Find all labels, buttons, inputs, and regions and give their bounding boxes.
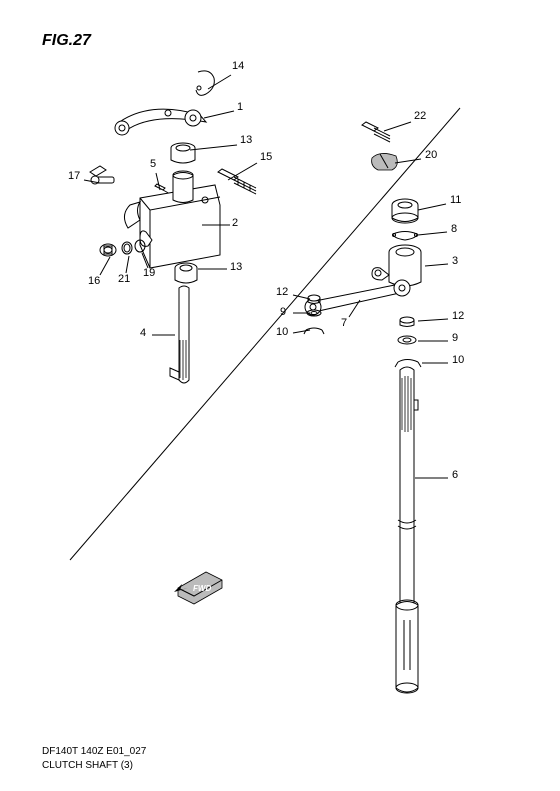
callout-15: 15 — [260, 151, 272, 163]
fwd-badge: FWD — [174, 572, 222, 604]
callout-10a: 10 — [276, 326, 288, 338]
callout-1: 1 — [237, 101, 243, 113]
callout-10b: 10 — [452, 354, 464, 366]
callout-19: 19 — [143, 267, 155, 279]
callout-12b: 12 — [452, 310, 464, 322]
part-8-snapring — [393, 232, 418, 241]
callout-9b: 9 — [452, 332, 458, 344]
part-15-bolt — [218, 169, 256, 194]
part-9-washer-right — [398, 336, 416, 344]
diagram-page: { "figure": { "title": "FIG.27", "title_… — [0, 0, 560, 791]
callout-17: 17 — [68, 170, 80, 182]
callout-7: 7 — [341, 317, 347, 329]
callout-12a: 12 — [276, 286, 288, 298]
callout-13b: 13 — [230, 261, 242, 273]
callout-2: 2 — [232, 217, 238, 229]
svg-text:FWD: FWD — [193, 584, 211, 593]
callout-4: 4 — [140, 327, 146, 339]
callout-9a: 9 — [280, 306, 286, 318]
part-7-link — [305, 280, 410, 315]
part-14-clip — [196, 71, 214, 95]
callout-21: 21 — [118, 273, 130, 285]
callout-3: 3 — [452, 255, 458, 267]
part-22-bolt — [362, 122, 390, 142]
callout-14: 14 — [232, 60, 244, 72]
part-6-shaft-lower — [396, 367, 418, 693]
callout-13a: 13 — [240, 134, 252, 146]
part-20-clamp — [372, 153, 398, 170]
footer-title: CLUTCH SHAFT (3) — [42, 760, 133, 771]
part-16-plug — [100, 244, 116, 256]
callout-6: 6 — [452, 469, 458, 481]
callout-11: 11 — [450, 194, 461, 206]
callout-20: 20 — [425, 149, 437, 161]
part-10-cotter-right — [395, 360, 421, 368]
callout-16: 16 — [88, 275, 100, 287]
part-13-bushing-lower — [175, 263, 197, 283]
callout-5: 5 — [150, 158, 156, 170]
callout-8: 8 — [451, 223, 457, 235]
part-11-plug — [392, 199, 418, 223]
part-1-lever — [115, 109, 206, 135]
part-13-bushing-upper — [171, 143, 195, 163]
callout-22: 22 — [414, 110, 426, 122]
diagram-canvas: FWD — [0, 0, 560, 791]
part-2-housing — [124, 171, 220, 268]
part-12-nut-right — [400, 317, 414, 327]
footer-code: DF140T 140Z E01_027 — [42, 746, 146, 757]
part-3-socket — [372, 245, 421, 286]
part-21-oring — [122, 242, 132, 254]
